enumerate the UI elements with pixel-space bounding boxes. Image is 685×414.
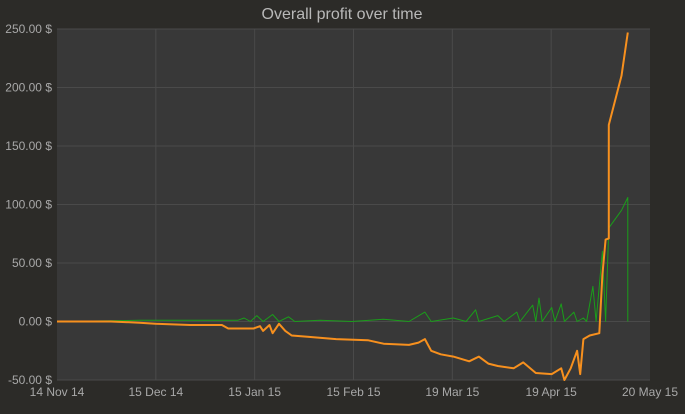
y-axis-ticks: 250.00 $ 200.00 $ 150.00 $ 100.00 $ 50.00 $ 0… <box>5 22 52 387</box>
y-tick-label: 100.00 $ <box>5 198 52 212</box>
x-tick-label: 20 May 15 <box>622 385 678 399</box>
x-tick-label: 15 Dec 14 <box>128 385 183 399</box>
x-tick-label: 19 Apr 15 <box>525 385 577 399</box>
chart-title: Overall profit over time <box>262 6 423 23</box>
y-tick-label: 150.00 $ <box>5 139 52 153</box>
y-tick-label: 200.00 $ <box>5 81 52 95</box>
series-line <box>57 32 629 381</box>
y-tick-label: 0.00 $ <box>19 315 53 329</box>
series-lines <box>56 32 629 381</box>
x-axis-ticks: 14 Nov 14 15 Dec 14 15 Jan 15 15 Feb 15 19 M… <box>30 385 679 399</box>
x-tick-label: 14 Nov 14 <box>30 385 85 399</box>
grid-lines <box>57 28 650 381</box>
y-tick-label: -50.00 $ <box>8 373 52 387</box>
x-tick-label: 19 Mar 15 <box>425 385 479 399</box>
y-tick-label: 250.00 $ <box>5 22 52 36</box>
x-tick-label: 15 Feb 15 <box>326 385 380 399</box>
series-line <box>56 197 629 322</box>
x-tick-label: 15 Jan 15 <box>228 385 281 399</box>
y-tick-label: 50.00 $ <box>12 256 52 270</box>
